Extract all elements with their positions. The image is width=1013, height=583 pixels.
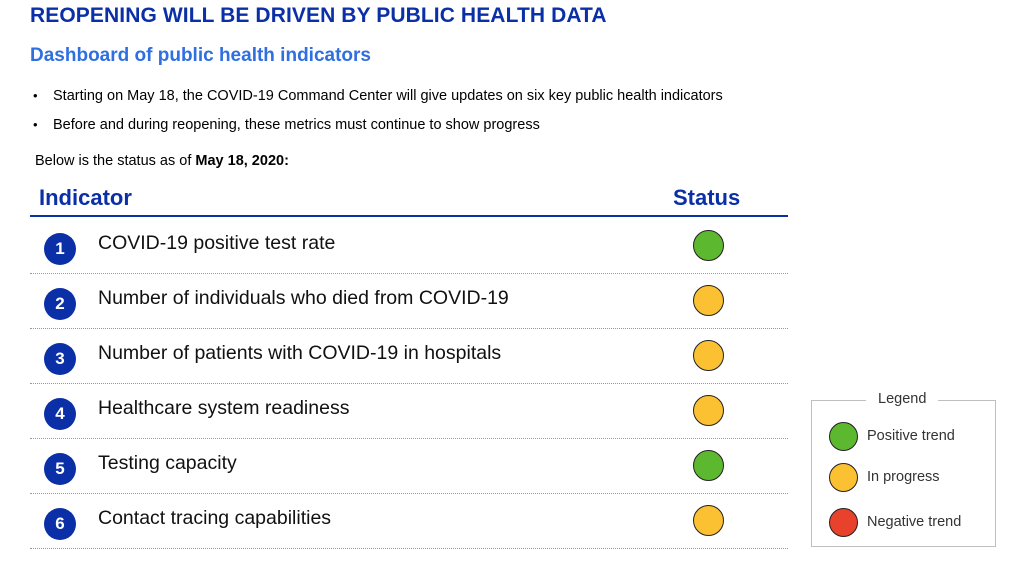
- row-number-badge: 6: [44, 508, 76, 540]
- legend-box: Legend Positive trend In progress Negati…: [811, 391, 996, 547]
- indicator-label: COVID-19 positive test rate: [98, 232, 336, 254]
- row-number-badge: 3: [44, 343, 76, 375]
- status-indicator-dot: [693, 395, 724, 426]
- row-number-badge: 4: [44, 398, 76, 430]
- legend-item-progress: In progress: [829, 463, 989, 493]
- table-header: Indicator Status: [30, 184, 788, 217]
- indicator-row: 1 COVID-19 positive test rate: [30, 218, 788, 274]
- status-indicator-dot: [693, 230, 724, 261]
- legend-label: Negative trend: [867, 514, 962, 530]
- status-column-header: Status: [673, 185, 741, 210]
- row-number-badge: 1: [44, 233, 76, 265]
- page-title: REOPENING WILL BE DRIVEN BY PUBLIC HEALT…: [30, 4, 607, 27]
- indicator-label: Contact tracing capabilities: [98, 507, 332, 529]
- bullet-item: Starting on May 18, the COVID-19 Command…: [33, 86, 723, 115]
- status-indicator-dot: [693, 505, 724, 536]
- indicator-label: Number of patients with COVID-19 in hosp…: [98, 342, 502, 364]
- indicator-label: Testing capacity: [98, 452, 237, 474]
- green-circle-icon: [829, 422, 858, 451]
- status-prefix: Below is the status as of: [35, 153, 196, 169]
- row-number-badge: 2: [44, 288, 76, 320]
- indicator-label: Healthcare system readiness: [98, 397, 350, 419]
- status-date: May 18, 2020:: [195, 153, 289, 169]
- red-circle-icon: [829, 508, 858, 537]
- indicator-row: 2 Number of individuals who died from CO…: [30, 273, 788, 329]
- indicator-label: Number of individuals who died from COVI…: [98, 287, 509, 309]
- legend-item-negative: Negative trend: [829, 508, 989, 538]
- indicator-row: 6 Contact tracing capabilities: [30, 493, 788, 549]
- indicator-row: 5 Testing capacity: [30, 438, 788, 494]
- status-date-line: Below is the status as of May 18, 2020:: [35, 153, 289, 169]
- indicator-row: 4 Healthcare system readiness: [30, 383, 788, 439]
- row-number-badge: 5: [44, 453, 76, 485]
- legend-label: Positive trend: [867, 428, 955, 444]
- bullet-list: Starting on May 18, the COVID-19 Command…: [33, 86, 723, 144]
- page-subtitle: Dashboard of public health indicators: [30, 45, 371, 66]
- status-indicator-dot: [693, 340, 724, 371]
- legend-title: Legend: [866, 391, 939, 407]
- status-indicator-dot: [693, 285, 724, 316]
- bullet-item: Before and during reopening, these metri…: [33, 115, 723, 144]
- indicator-column-header: Indicator: [39, 185, 132, 210]
- status-indicator-dot: [693, 450, 724, 481]
- legend-item-positive: Positive trend: [829, 422, 989, 452]
- yellow-circle-icon: [829, 463, 858, 492]
- indicator-row: 3 Number of patients with COVID-19 in ho…: [30, 328, 788, 384]
- legend-label: In progress: [867, 469, 940, 485]
